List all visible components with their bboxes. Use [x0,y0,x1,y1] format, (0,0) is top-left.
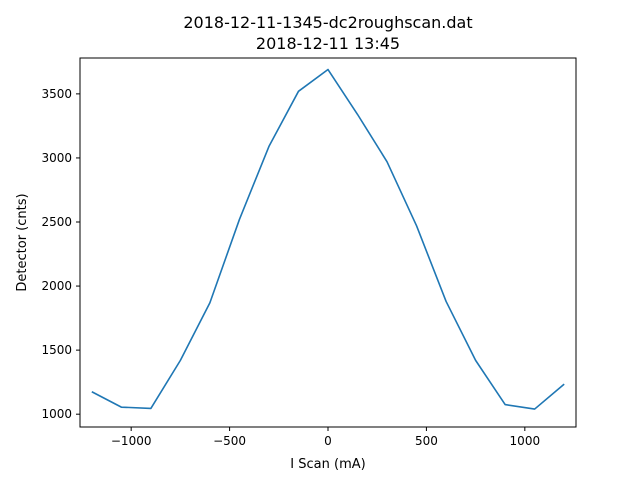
x-tick-label: −1000 [111,434,152,448]
series-layer [91,68,565,410]
x-tick-label: 0 [324,434,332,448]
plot-area-frame [79,57,577,428]
series-line-0 [91,68,565,410]
chart-subtitle: 2018-12-11 13:45 [256,34,400,53]
y-tick-label: 2500 [41,215,72,229]
y-tick-label: 3500 [41,87,72,101]
y-tick-label: 2000 [41,279,72,293]
y-tick-label: 1000 [41,407,72,421]
y-axis-ticks: 1000 1500 2000 2500 3000 3500 [41,87,80,421]
x-axis-ticks: −1000 −500 0 500 1000 [111,427,540,448]
chart-title: 2018-12-11-1345-dc2roughscan.dat [183,13,472,32]
x-axis-label: I Scan (mA) [290,457,365,472]
x-tick-label: 1000 [510,434,541,448]
x-tick-label: −500 [213,434,246,448]
y-tick-label: 3000 [41,151,72,165]
y-tick-label: 1500 [41,343,72,357]
x-tick-label: 500 [415,434,438,448]
y-axis-label: Detector (cnts) [15,193,30,291]
